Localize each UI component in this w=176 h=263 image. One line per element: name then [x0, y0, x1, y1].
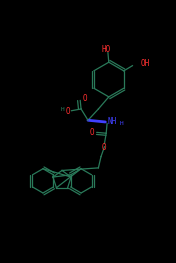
Text: O: O — [65, 107, 70, 116]
Text: O: O — [101, 143, 106, 153]
Text: HO: HO — [102, 45, 111, 54]
Text: NH: NH — [108, 118, 117, 127]
Text: H: H — [120, 121, 124, 126]
Text: H: H — [60, 107, 64, 112]
Text: OH: OH — [140, 59, 149, 68]
Text: O: O — [82, 94, 87, 103]
Text: O: O — [90, 128, 95, 137]
